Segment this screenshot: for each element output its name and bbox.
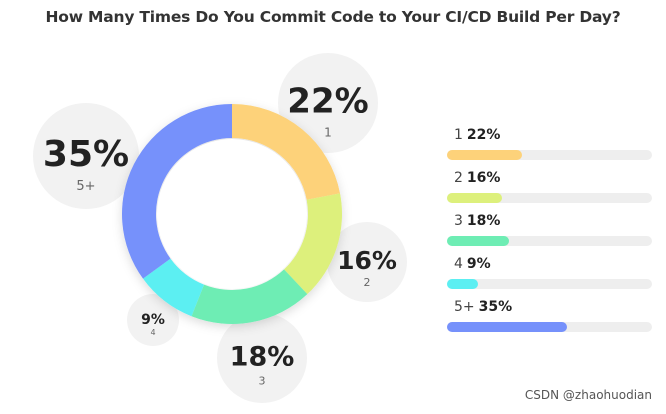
category-label: 5+ (76, 179, 95, 194)
data-label: 16% (337, 246, 397, 275)
legend-value: 35% (478, 299, 513, 315)
legend-value: 18% (466, 213, 501, 229)
legend-label: 4 9% (454, 256, 491, 272)
legend-item: 5+ 35% (447, 299, 657, 335)
data-label: 18% (230, 342, 295, 373)
data-label: 35% (43, 134, 129, 175)
donut-slice-1 (232, 104, 341, 200)
legend-value: 9% (466, 256, 491, 272)
legend-label: 2 16% (454, 170, 500, 186)
category-label: 3 (259, 375, 266, 388)
data-label: 22% (287, 82, 368, 122)
value-bubble (327, 222, 407, 302)
value-bubble (33, 103, 139, 209)
legend-label: 5+ 35% (454, 299, 512, 315)
legend-category: 1 (454, 127, 463, 143)
donut-hole (157, 139, 307, 289)
legend-category: 2 (454, 170, 463, 186)
legend-item: 2 16% (447, 170, 657, 206)
legend-bar-fill (447, 279, 478, 289)
legend-bar-track (447, 322, 652, 332)
legend-item: 4 9% (447, 256, 657, 292)
legend-bar-fill (447, 150, 522, 160)
donut-slice-4 (143, 258, 205, 317)
legend-label: 1 22% (454, 127, 500, 143)
legend-bar-track (447, 150, 652, 160)
legend-value: 22% (466, 127, 501, 143)
legend-bar-track (447, 193, 652, 203)
legend-bar-track (447, 236, 652, 246)
legend-item: 3 18% (447, 213, 657, 249)
category-label: 1 (324, 126, 332, 140)
legend-bar-fill (447, 193, 502, 203)
legend-category: 4 (454, 256, 463, 272)
donut-slice-2 (284, 193, 342, 295)
legend-label: 3 18% (454, 213, 500, 229)
legend-category: 3 (454, 213, 463, 229)
legend-category: 5+ (454, 299, 475, 315)
value-bubble (127, 294, 179, 346)
legend-item: 1 22% (447, 127, 657, 163)
watermark-text: CSDN @zhaohuodian (524, 388, 652, 402)
value-bubble (278, 53, 378, 153)
value-bubble (217, 313, 307, 403)
legend-bar-fill (447, 236, 509, 246)
category-label: 2 (364, 276, 371, 289)
legend-bar-track (447, 279, 652, 289)
donut-slice-5plus (122, 104, 232, 279)
data-label: 9% (141, 312, 165, 328)
legend-value: 16% (466, 170, 501, 186)
donut-slice-3 (191, 269, 308, 324)
legend-bar-fill (447, 322, 567, 332)
chart-title: How Many Times Do You Commit Code to You… (45, 8, 621, 26)
category-label: 4 (150, 328, 155, 337)
